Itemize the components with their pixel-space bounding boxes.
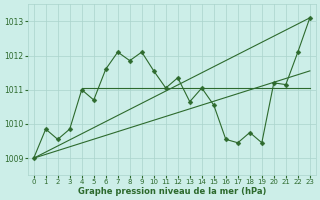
X-axis label: Graphe pression niveau de la mer (hPa): Graphe pression niveau de la mer (hPa): [77, 187, 266, 196]
